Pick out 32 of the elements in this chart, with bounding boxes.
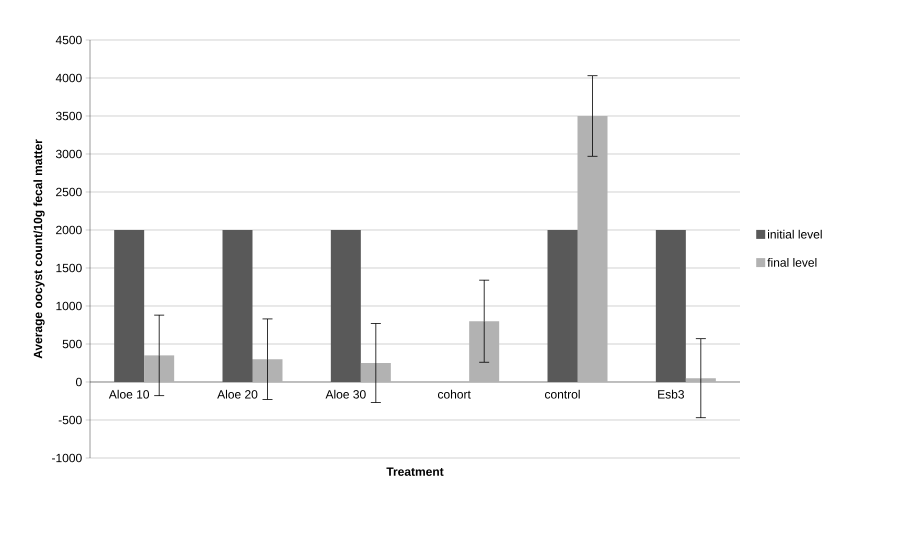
y-tick-label: 2000 bbox=[56, 226, 82, 234]
bar bbox=[114, 230, 144, 382]
bar bbox=[360, 363, 391, 382]
bar bbox=[222, 230, 253, 382]
x-tick-label: Aloe 20 bbox=[217, 390, 258, 399]
y-tick-label: 1000 bbox=[56, 302, 82, 310]
bar bbox=[686, 378, 716, 382]
bar bbox=[578, 116, 608, 382]
bar bbox=[548, 230, 578, 382]
x-tick-label: cohort bbox=[438, 390, 471, 399]
y-tick-label: 500 bbox=[62, 340, 82, 348]
bar bbox=[252, 359, 282, 382]
legend-label: initial level bbox=[768, 230, 822, 239]
x-tick-label: Esb3 bbox=[658, 390, 684, 399]
y-axis-title: Average oocyst count/10g fecal matter bbox=[33, 139, 45, 359]
y-tick-label: 4000 bbox=[56, 74, 82, 82]
bar bbox=[656, 230, 686, 382]
legend-label: final level bbox=[767, 258, 816, 267]
x-tick-label: Aloe 10 bbox=[108, 390, 150, 399]
y-tick-label: 3500 bbox=[56, 112, 82, 120]
y-tick-label: 4500 bbox=[56, 36, 82, 44]
bar bbox=[330, 230, 361, 382]
y-tick-label: -1000 bbox=[52, 454, 82, 462]
y-tick-label: 2500 bbox=[56, 188, 82, 196]
x-tick-label: control bbox=[545, 390, 580, 399]
y-tick-label: 1500 bbox=[56, 264, 82, 272]
x-axis-title: Treatment bbox=[386, 468, 444, 476]
y-tick-label: -500 bbox=[58, 416, 82, 424]
y-tick-label: 0 bbox=[76, 378, 82, 386]
y-tick-label: 3000 bbox=[56, 150, 82, 158]
bar bbox=[144, 355, 174, 382]
x-tick-label: Aloe 30 bbox=[326, 390, 366, 399]
